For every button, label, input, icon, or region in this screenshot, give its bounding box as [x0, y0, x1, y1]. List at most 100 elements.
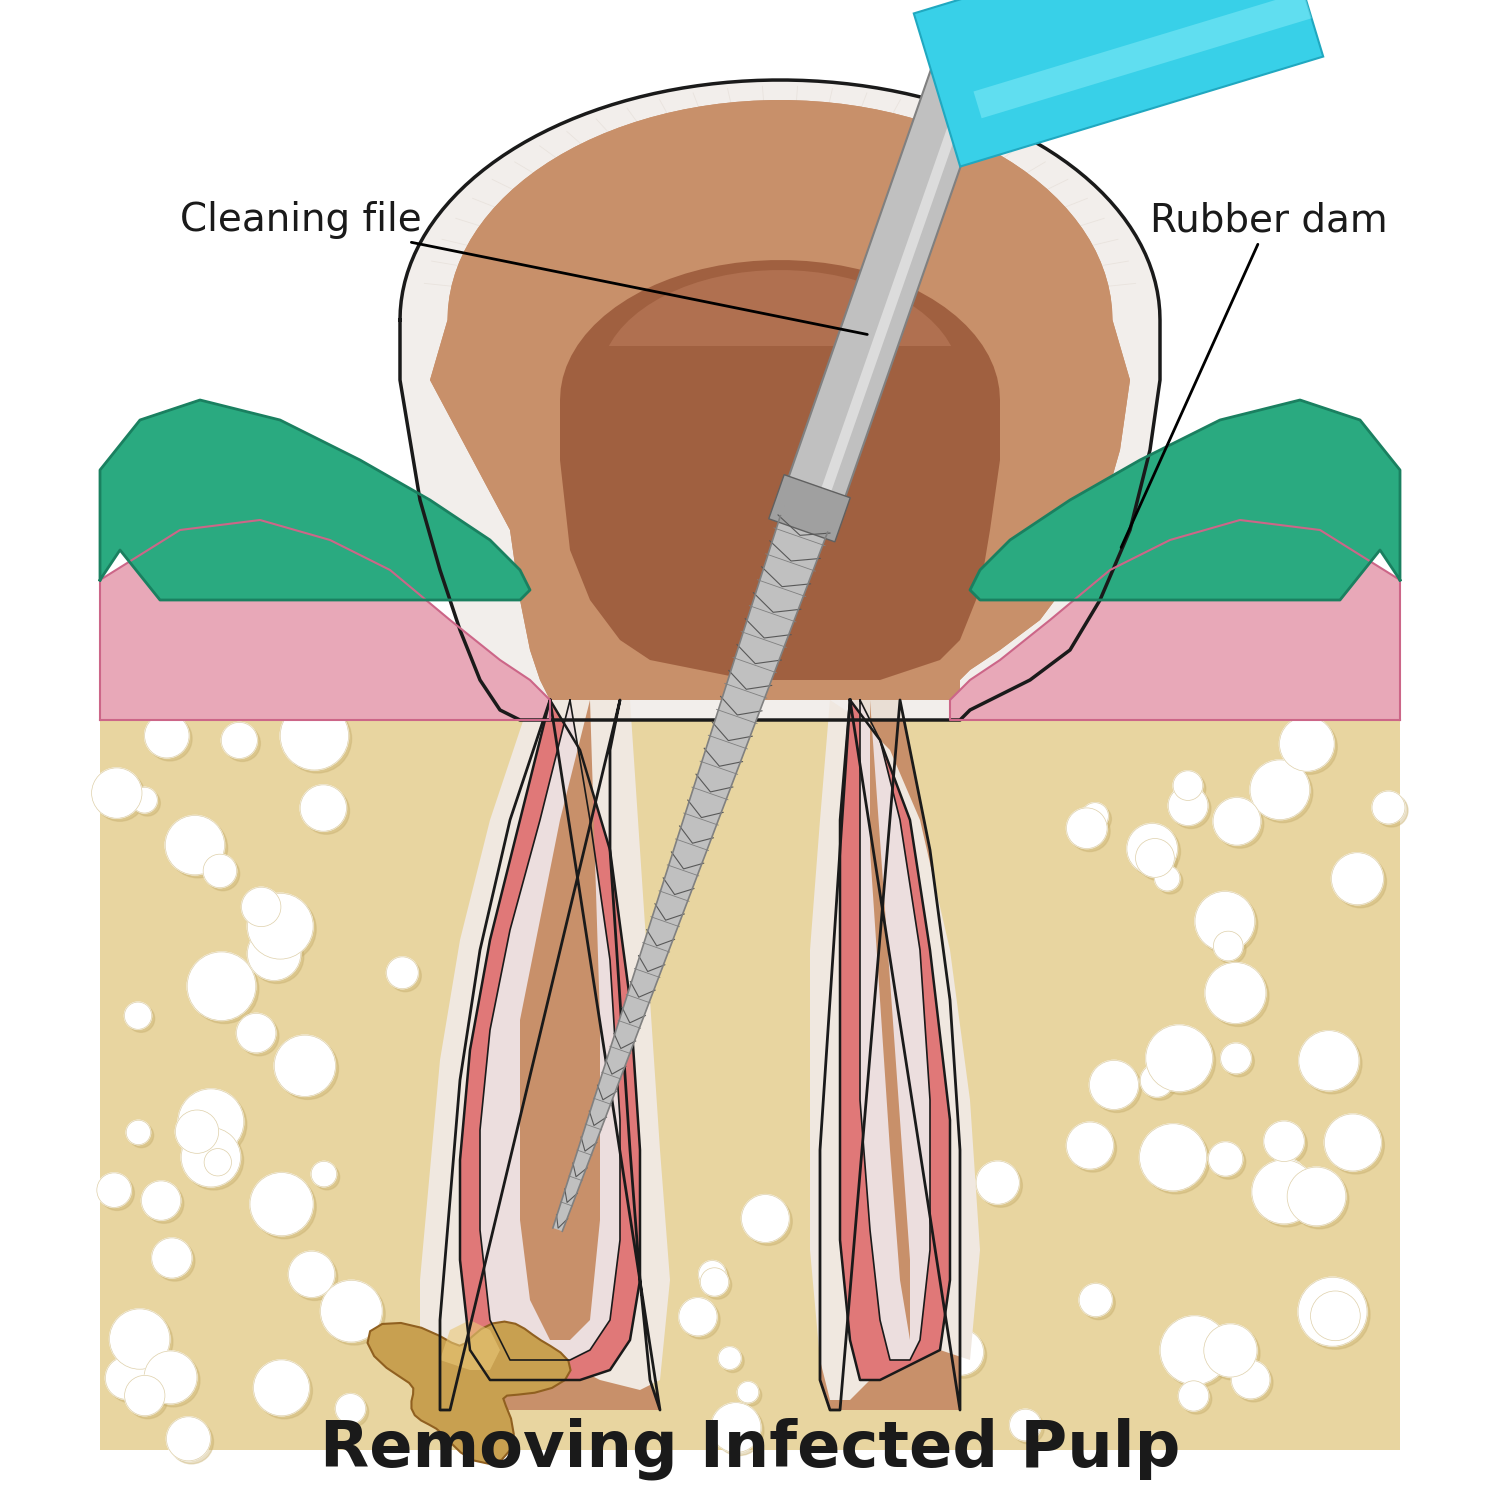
- Circle shape: [1143, 1066, 1176, 1100]
- Circle shape: [1138, 842, 1178, 880]
- Circle shape: [126, 1120, 150, 1144]
- Circle shape: [1216, 934, 1246, 964]
- Polygon shape: [784, 10, 1008, 508]
- Circle shape: [1126, 824, 1178, 874]
- Circle shape: [1314, 1294, 1364, 1344]
- Circle shape: [1176, 774, 1206, 804]
- Circle shape: [141, 1180, 182, 1221]
- Circle shape: [1084, 806, 1112, 832]
- Polygon shape: [420, 700, 670, 1400]
- Polygon shape: [950, 520, 1400, 720]
- Circle shape: [1196, 891, 1254, 951]
- Polygon shape: [100, 720, 1400, 1450]
- Circle shape: [248, 894, 314, 958]
- Circle shape: [1376, 794, 1408, 826]
- Circle shape: [738, 1382, 759, 1402]
- Circle shape: [165, 816, 225, 874]
- Circle shape: [254, 1176, 316, 1239]
- Circle shape: [178, 1113, 222, 1156]
- Circle shape: [112, 1312, 172, 1372]
- Circle shape: [1299, 1030, 1359, 1090]
- Circle shape: [1149, 1028, 1215, 1095]
- Circle shape: [1179, 1382, 1209, 1411]
- Polygon shape: [460, 700, 640, 1380]
- Circle shape: [1274, 1161, 1308, 1196]
- Circle shape: [1256, 1162, 1318, 1227]
- Circle shape: [128, 1005, 154, 1032]
- Polygon shape: [870, 700, 910, 1340]
- Circle shape: [190, 956, 260, 1023]
- Circle shape: [1298, 1276, 1366, 1346]
- Circle shape: [1082, 802, 1108, 830]
- Circle shape: [206, 856, 240, 891]
- Circle shape: [711, 1402, 760, 1452]
- Circle shape: [722, 1350, 744, 1372]
- Circle shape: [92, 768, 142, 819]
- Circle shape: [291, 1254, 338, 1300]
- Circle shape: [1168, 786, 1208, 825]
- Circle shape: [1328, 1118, 1384, 1174]
- Circle shape: [1078, 1284, 1113, 1317]
- Circle shape: [254, 1360, 309, 1416]
- Circle shape: [432, 1227, 474, 1269]
- Circle shape: [482, 1250, 531, 1298]
- Circle shape: [135, 790, 160, 816]
- Circle shape: [1282, 720, 1336, 774]
- Circle shape: [1182, 1384, 1212, 1414]
- Circle shape: [288, 1251, 334, 1298]
- Polygon shape: [810, 700, 980, 1400]
- Polygon shape: [100, 400, 530, 600]
- Circle shape: [251, 897, 316, 962]
- Circle shape: [94, 771, 146, 822]
- Circle shape: [248, 927, 302, 981]
- Circle shape: [560, 1173, 594, 1206]
- Circle shape: [336, 1394, 366, 1423]
- Circle shape: [484, 1252, 534, 1300]
- Circle shape: [1372, 790, 1406, 824]
- Circle shape: [1010, 1408, 1041, 1442]
- Circle shape: [1302, 1034, 1362, 1094]
- Polygon shape: [821, 700, 960, 1410]
- Circle shape: [387, 957, 418, 988]
- Circle shape: [98, 1173, 132, 1208]
- Circle shape: [310, 1161, 336, 1186]
- Circle shape: [237, 1014, 276, 1053]
- Circle shape: [278, 1038, 339, 1100]
- Circle shape: [940, 1332, 987, 1378]
- Circle shape: [597, 1250, 646, 1299]
- Circle shape: [182, 1092, 248, 1158]
- Circle shape: [680, 1298, 717, 1336]
- Circle shape: [207, 1152, 234, 1179]
- Polygon shape: [914, 0, 1323, 166]
- Circle shape: [128, 1378, 168, 1419]
- Polygon shape: [554, 516, 828, 1232]
- Circle shape: [627, 1239, 656, 1266]
- Circle shape: [284, 705, 351, 772]
- Circle shape: [1324, 1114, 1382, 1172]
- Polygon shape: [818, 21, 995, 504]
- Polygon shape: [970, 400, 1400, 600]
- Circle shape: [1234, 1364, 1274, 1402]
- Circle shape: [1140, 1124, 1206, 1191]
- Circle shape: [938, 1329, 984, 1376]
- Circle shape: [105, 1356, 148, 1400]
- Circle shape: [1280, 717, 1334, 771]
- Circle shape: [314, 1164, 339, 1190]
- Circle shape: [621, 1311, 662, 1352]
- Circle shape: [1332, 852, 1383, 904]
- Circle shape: [274, 1035, 336, 1096]
- Circle shape: [704, 1270, 732, 1299]
- Polygon shape: [440, 700, 660, 1410]
- Circle shape: [598, 1150, 622, 1176]
- Circle shape: [562, 1176, 597, 1209]
- Circle shape: [184, 1131, 243, 1190]
- Circle shape: [718, 1347, 741, 1370]
- Circle shape: [1173, 771, 1203, 801]
- Circle shape: [1250, 760, 1310, 819]
- Circle shape: [1162, 1318, 1232, 1388]
- Circle shape: [244, 890, 284, 930]
- Circle shape: [339, 1396, 369, 1426]
- Text: Cleaning file: Cleaning file: [180, 201, 867, 334]
- Circle shape: [321, 1281, 382, 1342]
- Circle shape: [1146, 1024, 1212, 1092]
